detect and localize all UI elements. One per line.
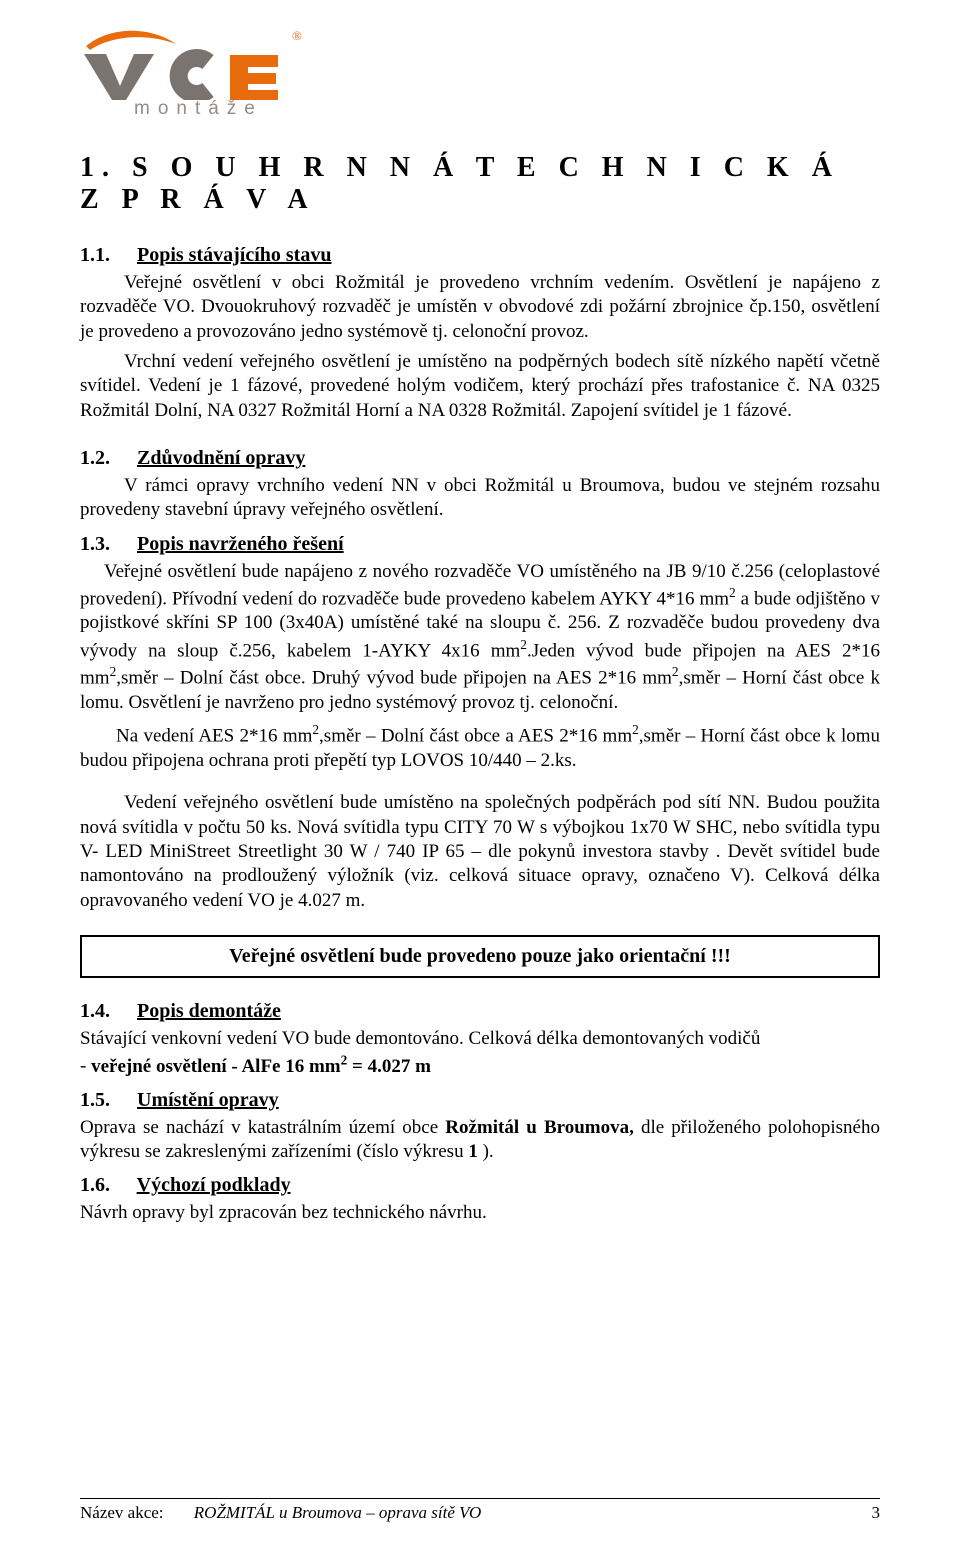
heading-1-3: 1.3. Popis navrženého řešení xyxy=(80,533,880,556)
callout-text: Veřejné osvětlení bude provedeno pouze j… xyxy=(94,945,866,968)
page-number: 3 xyxy=(872,1503,881,1523)
heading-number: 1.5. xyxy=(80,1089,132,1112)
heading-number: 1.1. xyxy=(80,244,132,267)
heading-number: 1.3. xyxy=(80,533,132,556)
paragraph: Vedení veřejného osvětlení bude umístěno… xyxy=(80,791,880,913)
heading-1-6: 1.6. Výchozí podklady xyxy=(80,1174,880,1197)
heading-text: Popis navrženého řešení xyxy=(137,533,344,555)
brand-logo: ® montáže xyxy=(80,28,880,120)
heading-text: Popis stávajícího stavu xyxy=(137,244,331,266)
registered-mark: ® xyxy=(292,28,302,44)
footer-label: Název akce: xyxy=(80,1503,164,1522)
heading-1-1: 1.1. Popis stávajícího stavu xyxy=(80,244,880,267)
page-footer: Název akce: ROŽMITÁL u Broumova – oprava… xyxy=(80,1498,880,1523)
heading-number: 1.4. xyxy=(80,1000,132,1023)
heading-text: Popis demontáže xyxy=(137,1000,281,1022)
heading-text: Umístění opravy xyxy=(137,1089,279,1111)
heading-1-4: 1.4. Popis demontáže xyxy=(80,1000,880,1023)
paragraph: Vrchní vedení veřejného osvětlení je umí… xyxy=(80,350,880,423)
callout-box: Veřejné osvětlení bude provedeno pouze j… xyxy=(80,935,880,978)
paragraph: Oprava se nachází v katastrálním území o… xyxy=(80,1116,880,1165)
paragraph: Návrh opravy byl zpracován bez technické… xyxy=(80,1201,880,1225)
paragraph: Na vedení AES 2*16 mm2,směr – Dolní část… xyxy=(80,721,880,773)
paragraph: Veřejné osvětlení v obci Rožmitál je pro… xyxy=(80,271,880,344)
footer-left: Název akce: ROŽMITÁL u Broumova – oprava… xyxy=(80,1503,481,1523)
document-page: ® montáže 1. S O U H R N N Á T E C H N I… xyxy=(0,0,960,1559)
heading-1-2: 1.2. Zdůvodnění opravy xyxy=(80,447,880,470)
vce-logo-icon xyxy=(80,28,290,100)
page-title: 1. S O U H R N N Á T E C H N I C K Á Z P… xyxy=(80,152,880,216)
brand-subtitle: montáže xyxy=(134,98,263,120)
paragraph: Stávající venkovní vedení VO bude demont… xyxy=(80,1027,880,1079)
heading-1-5: 1.5. Umístění opravy xyxy=(80,1089,880,1112)
heading-number: 1.2. xyxy=(80,447,132,470)
heading-number: 1.6. xyxy=(80,1174,132,1197)
paragraph: V rámci opravy vrchního vedení NN v obci… xyxy=(80,474,880,523)
heading-text: Výchozí podklady xyxy=(137,1174,291,1196)
heading-text: Zdůvodnění opravy xyxy=(137,447,305,469)
paragraph: Veřejné osvětlení bude napájeno z nového… xyxy=(80,560,880,716)
footer-doc-title: ROŽMITÁL u Broumova – oprava sítě VO xyxy=(194,1503,482,1522)
